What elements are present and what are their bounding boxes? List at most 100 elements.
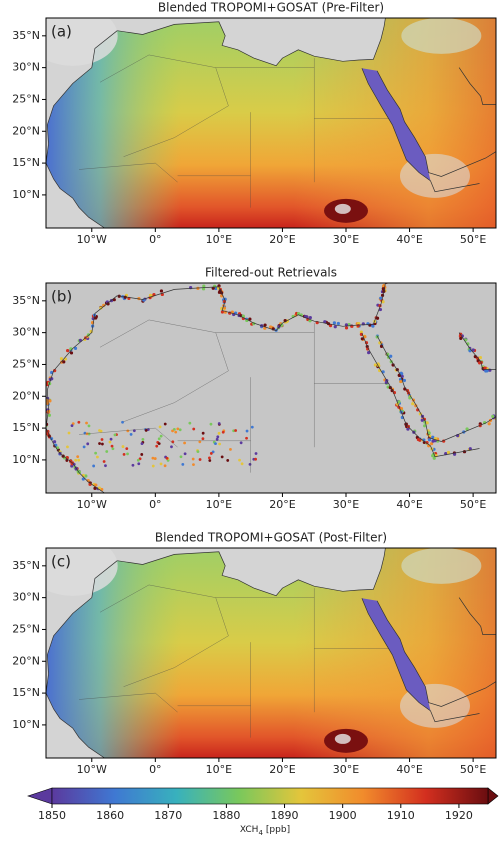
retrieval-dot — [183, 452, 187, 456]
panel-label: (b) — [51, 288, 72, 306]
retrieval-dot — [399, 379, 403, 384]
retrieval-dot — [110, 444, 114, 448]
retrieval-dot — [215, 437, 219, 441]
retrieval-dot — [113, 433, 117, 437]
retrieval-dot — [105, 450, 109, 453]
retrieval-dot — [192, 463, 195, 467]
retrieval-dot — [432, 456, 436, 460]
retrieval-dot — [226, 459, 230, 462]
retrieval-dot — [102, 460, 106, 463]
retrieval-dot — [209, 452, 213, 455]
x-tick-label: 0° — [149, 763, 162, 776]
retrieval-dot — [254, 452, 258, 455]
retrieval-dot — [94, 316, 98, 320]
retrieval-dot — [221, 430, 225, 434]
borders — [79, 319, 390, 473]
retrieval-dot — [375, 316, 380, 320]
x-tick-label: 10°E — [206, 233, 232, 246]
retrieval-dot — [66, 445, 69, 449]
retrieval-dot — [491, 414, 495, 419]
cloud-patch — [401, 18, 482, 54]
retrieval-dot — [308, 315, 312, 320]
coastline — [361, 68, 480, 193]
x-tick-label: 0° — [149, 233, 162, 246]
y-tick-label: 35°N — [12, 559, 40, 572]
retrieval-dot — [196, 286, 200, 291]
retrieval-dot — [151, 456, 155, 460]
retrieval-dot — [238, 458, 241, 462]
retrieval-dot — [93, 486, 97, 490]
retrieval-dot — [76, 455, 80, 459]
retrieval-dot — [397, 400, 401, 404]
retrieval-dot — [217, 431, 221, 435]
coastline — [117, 283, 386, 332]
retrieval-dot — [179, 455, 183, 459]
retrieval-dot — [416, 437, 420, 442]
retrieval-dot — [140, 453, 144, 456]
borders — [79, 584, 390, 738]
retrieval-dot — [431, 439, 435, 443]
retrieval-dot — [157, 437, 161, 441]
retrieval-dot — [427, 438, 432, 442]
y-tick-label: 25°N — [12, 357, 40, 370]
retrieval-dot — [367, 351, 371, 355]
retrieval-dot — [62, 360, 66, 364]
retrieval-dot — [192, 427, 196, 431]
retrieval-dot — [140, 442, 144, 445]
x-tick-label: 20°E — [269, 763, 295, 776]
retrieval-dot — [125, 447, 129, 451]
retrieval-dot — [323, 320, 327, 324]
retrieval-dot — [333, 325, 337, 329]
y-tick-label: 15°N — [12, 686, 40, 699]
retrieval-dot — [430, 442, 434, 446]
map — [46, 283, 496, 493]
x-tick-label: 10°W — [77, 498, 107, 511]
retrieval-dot — [239, 441, 243, 445]
coastline — [376, 70, 496, 177]
y-tick-label: 25°N — [12, 622, 40, 635]
colorbar-tick-label: 1850 — [38, 809, 66, 822]
retrieval-dot — [47, 409, 51, 414]
retrieval-dot — [391, 363, 395, 367]
coastline — [458, 332, 496, 370]
retrieval-dot — [217, 290, 222, 294]
colorbar — [51, 787, 489, 805]
retrieval-dot — [92, 464, 96, 468]
retrieval-dot — [459, 336, 463, 341]
y-tick-label: 10°N — [12, 188, 40, 201]
retrieval-dot — [148, 293, 153, 297]
retrieval-dot — [245, 436, 248, 440]
retrieval-dot — [59, 357, 64, 361]
retrieval-dot — [129, 432, 133, 436]
retrieval-dot — [155, 444, 159, 448]
retrieval-dot — [178, 428, 182, 432]
retrieval-dot — [399, 407, 404, 411]
retrieval-dot — [248, 462, 252, 466]
map-frame — [45, 17, 497, 229]
colorbar-tick-label: 1860 — [96, 809, 124, 822]
retrieval-dot — [427, 431, 431, 435]
retrieval-dot — [87, 432, 91, 436]
colorbar-tick-label: 1920 — [445, 809, 473, 822]
colorbar-extend-low — [27, 787, 53, 805]
retrieval-dot — [420, 418, 424, 422]
retrieval-dot — [157, 442, 161, 446]
retrieval-dot — [159, 462, 163, 466]
panel-label: (a) — [51, 23, 72, 41]
x-tick-label: 50°E — [460, 498, 486, 511]
label-unit: [ppb] — [266, 825, 290, 835]
retrieval-dot — [159, 289, 164, 293]
map — [46, 18, 496, 228]
retrieval-dot — [208, 456, 211, 460]
x-tick-label: 50°E — [460, 763, 486, 776]
coastline — [361, 598, 480, 723]
retrieval-dot — [379, 296, 383, 300]
retrieval-dot — [332, 321, 336, 325]
retrieval-dot — [153, 457, 157, 460]
retrieval-dot — [208, 459, 212, 462]
retrieval-dot — [101, 442, 104, 446]
retrieval-dot — [71, 422, 75, 426]
retrieval-dot — [131, 463, 135, 467]
retrieval-dot — [388, 386, 392, 390]
retrieval-dot — [478, 355, 483, 360]
